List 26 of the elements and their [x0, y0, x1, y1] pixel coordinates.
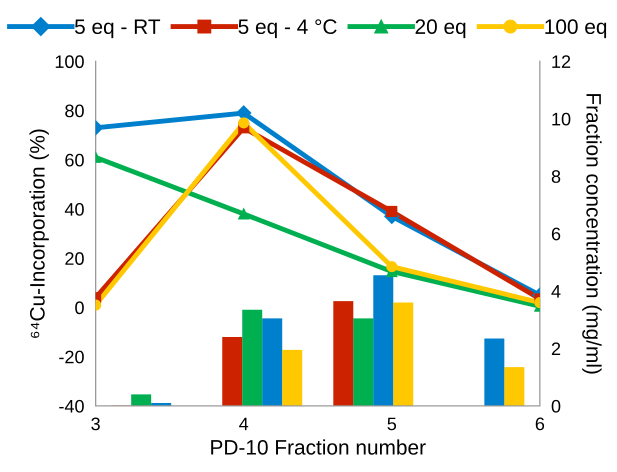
- legend-label: 5 eq - 4 °C: [238, 19, 337, 38]
- y-tick-label: -40: [59, 400, 84, 413]
- x-tick-label: 3: [91, 418, 100, 430]
- y2-tick-label: 6: [552, 228, 560, 240]
- legend-label: 20 eq: [416, 19, 466, 38]
- legend-label: 100 eq: [545, 19, 606, 38]
- x-axis-title: PD-10 Fraction number: [211, 439, 426, 455]
- y-tick-label: 40: [64, 202, 84, 216]
- y-tick-label: 100: [56, 55, 84, 68]
- x-tick-label: 4: [239, 418, 248, 430]
- y2-tick-label: 2: [552, 342, 560, 356]
- y-tick-label: 20: [65, 252, 84, 265]
- legend-label: 5 eq - RT: [74, 20, 160, 38]
- y2-tick-label: 0: [552, 400, 560, 413]
- y-tick-label: 80: [65, 104, 84, 118]
- y2-tick-label: 8: [552, 170, 560, 183]
- y-tick-label: 60: [65, 154, 84, 167]
- x-tick-label: 5: [387, 418, 396, 430]
- y-axis-title: ⁶⁴Cu-Incorporation (%): [29, 129, 49, 338]
- y2-axis-title: Fraction concentration (mg/ml): [582, 94, 602, 374]
- x-tick-label: 6: [536, 418, 544, 430]
- y-tick-label: -20: [59, 350, 84, 364]
- y2-tick-label: 12: [552, 55, 570, 68]
- y2-tick-label: 10: [552, 112, 570, 126]
- y2-tick-label: 4: [551, 285, 560, 298]
- y-tick-label: 0: [75, 301, 84, 314]
